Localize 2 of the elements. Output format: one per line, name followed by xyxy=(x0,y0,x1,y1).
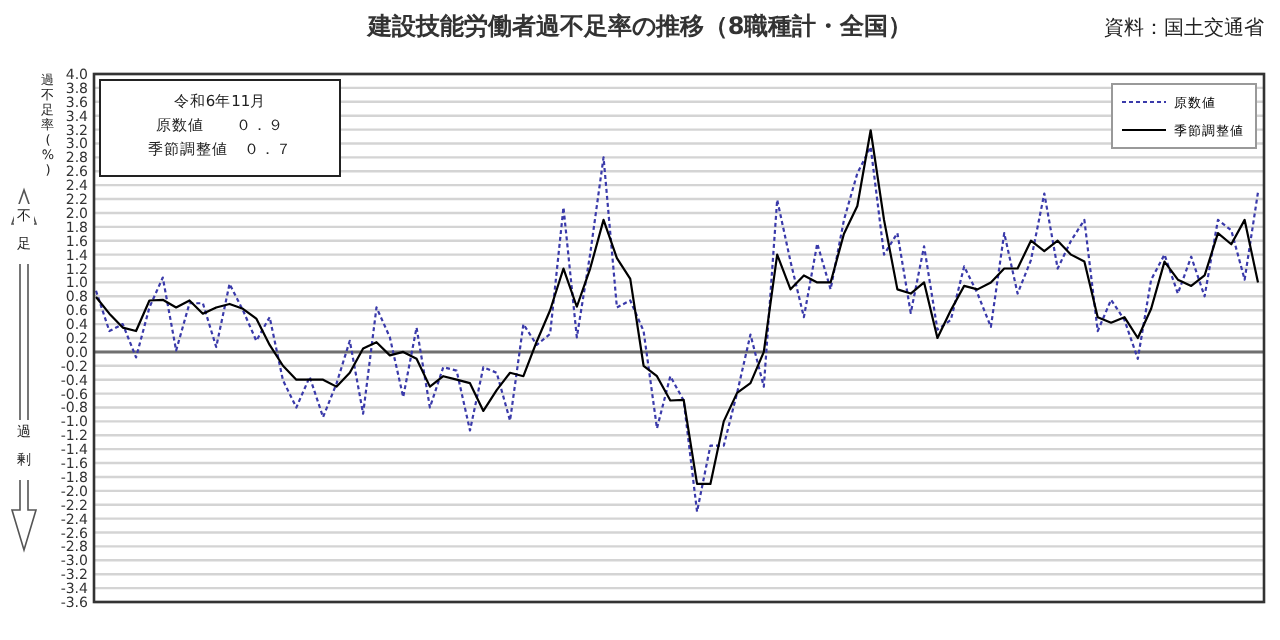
chart-title: 建設技能労働者過不足率の推移（8職種計・全国） xyxy=(365,12,913,40)
text: 資料：国土交通省 xyxy=(1104,16,1264,40)
